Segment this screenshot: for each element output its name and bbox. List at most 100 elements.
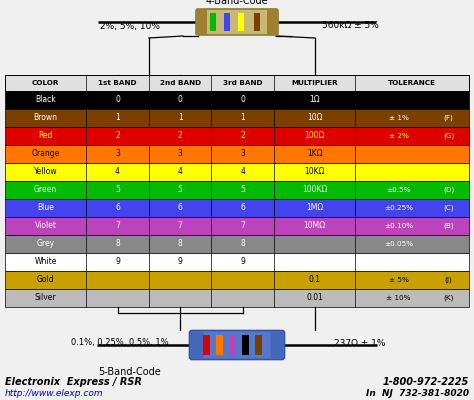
Bar — [224, 13, 230, 31]
Text: 2: 2 — [240, 132, 245, 140]
Text: 1KΩ: 1KΩ — [307, 150, 322, 158]
Text: (J): (J) — [445, 277, 452, 283]
Text: 0.1: 0.1 — [309, 276, 321, 284]
FancyBboxPatch shape — [196, 9, 278, 35]
FancyBboxPatch shape — [267, 10, 277, 34]
Text: 2: 2 — [178, 132, 182, 140]
Text: 10KΩ: 10KΩ — [304, 168, 325, 176]
Bar — [5, 199, 469, 217]
Text: (K): (K) — [443, 295, 454, 301]
Text: 4: 4 — [115, 168, 120, 176]
Text: 3: 3 — [178, 150, 182, 158]
Bar — [5, 289, 469, 307]
Text: 8: 8 — [115, 240, 120, 248]
Text: 10Ω: 10Ω — [307, 114, 322, 122]
Text: 1Ω: 1Ω — [310, 96, 320, 104]
Bar — [5, 75, 469, 91]
Text: 3: 3 — [240, 150, 245, 158]
Text: 560kΩ ± 5%: 560kΩ ± 5% — [321, 22, 378, 30]
Text: 3rd BAND: 3rd BAND — [223, 80, 263, 86]
Text: 4: 4 — [240, 168, 245, 176]
Text: 1: 1 — [178, 114, 182, 122]
Text: ±0.5%: ±0.5% — [386, 187, 411, 193]
Text: 6: 6 — [178, 204, 182, 212]
Text: 9: 9 — [115, 258, 120, 266]
Text: 7: 7 — [115, 222, 120, 230]
Text: 7: 7 — [178, 222, 182, 230]
Text: (G): (G) — [443, 133, 454, 139]
Bar — [203, 335, 210, 355]
Bar — [217, 335, 224, 355]
Text: 237Ω ± 1%: 237Ω ± 1% — [334, 338, 386, 348]
Text: 5: 5 — [240, 186, 245, 194]
Bar — [5, 271, 469, 289]
Text: Yellow: Yellow — [34, 168, 57, 176]
Bar — [5, 235, 469, 253]
Text: ±0.25%: ±0.25% — [384, 205, 413, 211]
Text: 2%, 5%, 10%: 2%, 5%, 10% — [100, 22, 160, 30]
Bar — [255, 335, 263, 355]
Text: 6: 6 — [240, 204, 245, 212]
Text: 0.01: 0.01 — [306, 294, 323, 302]
Bar — [238, 13, 244, 31]
Text: 1st BAND: 1st BAND — [98, 80, 137, 86]
Text: 0: 0 — [240, 96, 245, 104]
Text: 1-800-972-2225: 1-800-972-2225 — [383, 377, 469, 387]
Text: 6: 6 — [115, 204, 120, 212]
Text: 100KΩ: 100KΩ — [302, 186, 328, 194]
FancyBboxPatch shape — [190, 330, 284, 360]
Text: MULTIPLIER: MULTIPLIER — [292, 80, 338, 86]
Text: In  NJ  732-381-8020: In NJ 732-381-8020 — [366, 390, 469, 398]
Text: White: White — [35, 258, 57, 266]
Text: (C): (C) — [443, 205, 454, 211]
Text: 0.1%, 0.25%, 0.5%, 1%: 0.1%, 0.25%, 0.5%, 1% — [71, 338, 169, 348]
Bar — [5, 181, 469, 199]
Bar — [210, 13, 216, 31]
Bar — [5, 91, 469, 109]
Text: 1: 1 — [240, 114, 245, 122]
Text: 10MΩ: 10MΩ — [304, 222, 326, 230]
Text: 1: 1 — [115, 114, 120, 122]
Text: Green: Green — [34, 186, 57, 194]
Text: Blue: Blue — [37, 204, 54, 212]
Text: ± 10%: ± 10% — [386, 295, 411, 301]
Text: (D): (D) — [443, 187, 454, 193]
Text: (F): (F) — [444, 115, 454, 121]
Text: Silver: Silver — [35, 294, 56, 302]
Text: 8: 8 — [178, 240, 182, 248]
Text: Violet: Violet — [35, 222, 56, 230]
Text: ± 1%: ± 1% — [389, 115, 409, 121]
Text: http://www.elexp.com: http://www.elexp.com — [5, 390, 104, 398]
Text: 3: 3 — [115, 150, 120, 158]
Bar — [5, 127, 469, 145]
Text: Red: Red — [38, 132, 53, 140]
Text: Orange: Orange — [31, 150, 60, 158]
Text: 8: 8 — [240, 240, 245, 248]
Text: ± 5%: ± 5% — [389, 277, 409, 283]
Text: 7: 7 — [240, 222, 245, 230]
Text: 4: 4 — [178, 168, 182, 176]
FancyBboxPatch shape — [191, 332, 203, 358]
Text: 0: 0 — [115, 96, 120, 104]
FancyBboxPatch shape — [271, 332, 283, 358]
Bar — [5, 109, 469, 127]
Bar — [229, 335, 237, 355]
Bar — [254, 13, 260, 31]
Bar — [5, 253, 469, 271]
Text: 0: 0 — [178, 96, 182, 104]
Text: ±0.05%: ±0.05% — [384, 241, 413, 247]
Text: 100Ω: 100Ω — [304, 132, 325, 140]
Text: 5: 5 — [178, 186, 182, 194]
Text: 2: 2 — [115, 132, 120, 140]
Text: Brown: Brown — [34, 114, 58, 122]
Text: 9: 9 — [240, 258, 245, 266]
Text: ± 2%: ± 2% — [389, 133, 409, 139]
Text: TOLERANCE: TOLERANCE — [388, 80, 436, 86]
Text: COLOR: COLOR — [32, 80, 59, 86]
Bar — [5, 163, 469, 181]
Text: 1MΩ: 1MΩ — [306, 204, 323, 212]
Text: Electronix  Express / RSR: Electronix Express / RSR — [5, 377, 142, 387]
Text: 9: 9 — [178, 258, 182, 266]
FancyBboxPatch shape — [197, 10, 207, 34]
Text: ±0.10%: ±0.10% — [384, 223, 413, 229]
